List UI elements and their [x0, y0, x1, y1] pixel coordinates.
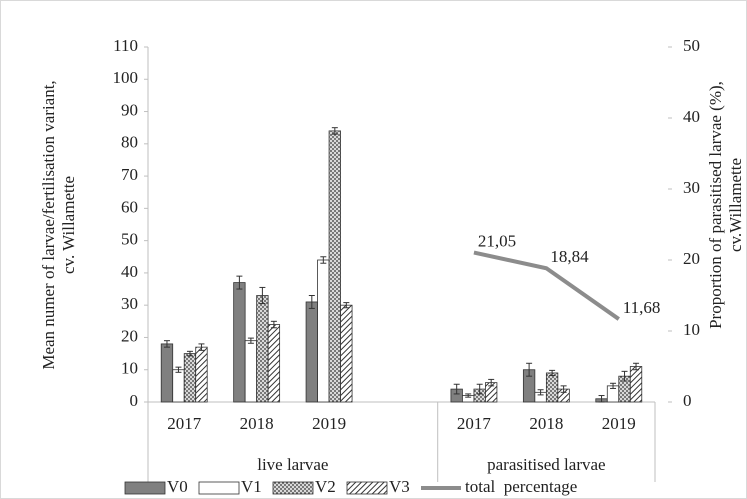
y-tick-label: 0 [130, 391, 139, 410]
y-tick-label: 50 [121, 230, 138, 249]
y2-tick-label: 0 [683, 391, 692, 410]
bar [340, 304, 353, 403]
y-tick-label: 70 [121, 165, 138, 184]
y-tick-label: 110 [113, 36, 138, 55]
y2-tick-label: 50 [683, 36, 700, 55]
x-tick-label: 2017 [167, 414, 202, 433]
x-tick-label: 2017 [457, 414, 492, 433]
legend-label: V3 [389, 477, 410, 496]
legend-swatch [198, 481, 240, 495]
x-tick-label: 2018 [529, 414, 563, 433]
y-tick-label: 40 [121, 262, 138, 281]
legend-label: V2 [315, 477, 336, 496]
legend-swatch [124, 481, 166, 495]
y-tick-label: 80 [121, 133, 138, 152]
x-tick-label: 2019 [312, 414, 346, 433]
bar [629, 366, 643, 403]
y-tick-label: 60 [121, 197, 138, 216]
bar [195, 346, 208, 403]
y2-tick-label: 30 [683, 178, 700, 197]
y-tick-label: 20 [121, 326, 138, 345]
x-tick-label: 2019 [602, 414, 636, 433]
y-tick-label: 100 [113, 68, 139, 87]
bar [256, 295, 269, 403]
legend-label: V0 [167, 477, 188, 496]
y-tick-label: 30 [121, 294, 138, 313]
line [473, 250, 620, 321]
legend-swatch [272, 481, 314, 495]
data-label: 11,68 [623, 298, 661, 317]
bar [328, 130, 341, 403]
group-label: parasitised larvae [487, 455, 605, 474]
bar [160, 343, 174, 403]
y2-tick-label: 40 [683, 107, 700, 126]
data-label: 18,84 [550, 247, 589, 266]
y-axis-title: Mean numer of larvae/fertilisation varia… [39, 80, 78, 369]
legend-label: V1 [241, 477, 262, 496]
bar [267, 324, 281, 403]
legend-label: total percentage [465, 477, 577, 496]
bar [233, 282, 246, 403]
y-tick-label: 10 [121, 359, 138, 378]
data-label: 21,05 [478, 231, 516, 250]
x-tick-label: 2018 [240, 414, 274, 433]
bar [244, 340, 258, 403]
bar [183, 353, 197, 403]
group-label: live larvae [257, 455, 328, 474]
bar [172, 369, 185, 403]
bar [545, 372, 559, 403]
bar [305, 301, 318, 403]
y2-axis-title: Proportion of parasitised larvae (%),cv.… [706, 81, 745, 329]
y2-tick-label: 10 [683, 320, 700, 339]
legend-swatch [346, 481, 388, 495]
y2-tick-label: 20 [683, 249, 700, 268]
bar [317, 259, 330, 403]
y-tick-label: 90 [121, 100, 138, 119]
